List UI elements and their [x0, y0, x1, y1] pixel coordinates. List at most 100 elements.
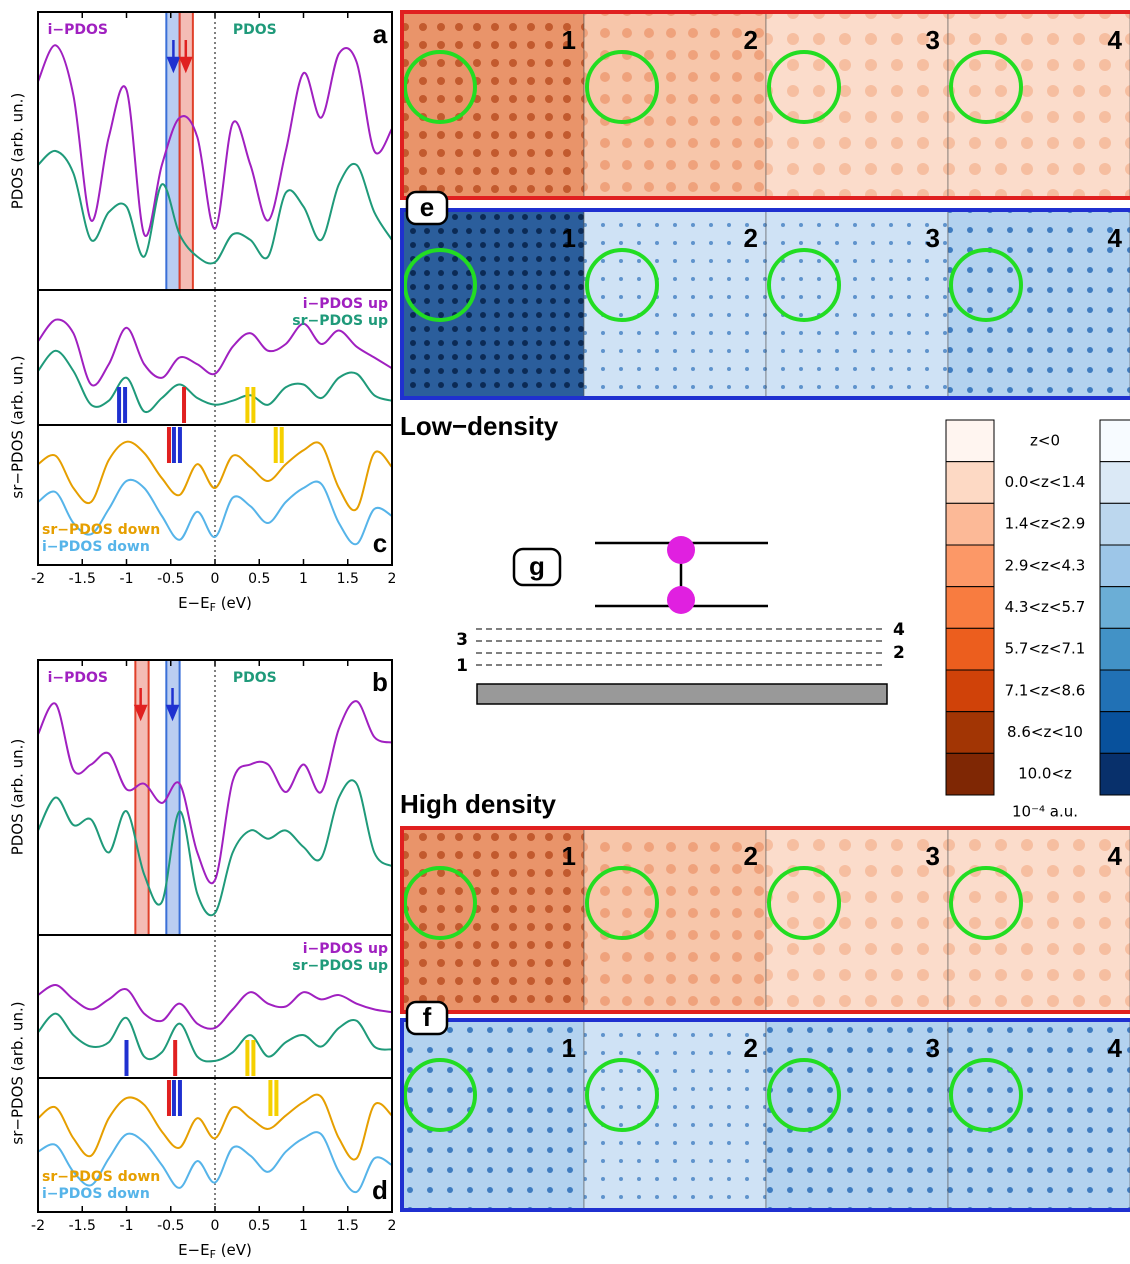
x-tick-label: -1.5: [69, 571, 96, 587]
x-tick-label: -0.5: [157, 1218, 184, 1234]
x-axis-label-part: F: [210, 1248, 216, 1261]
state-marker: [171, 1080, 176, 1116]
panel-number: 2: [744, 841, 758, 871]
label-box: [512, 547, 562, 587]
panel-number: 1: [562, 223, 576, 253]
colorbar-cell: [945, 752, 995, 796]
x-axis-label-part: E−E: [178, 594, 210, 612]
high-density-title: High density: [400, 789, 557, 819]
pdos-line: [37, 700, 393, 884]
colorbar-cell: [1099, 502, 1130, 546]
x-tick-label: -1: [120, 1218, 134, 1234]
colorbar-cell: [1099, 711, 1130, 754]
legend-label: sr−PDOS up: [292, 958, 388, 974]
pdos-line: [37, 984, 393, 1030]
substrate: [476, 683, 888, 705]
arrow: [178, 40, 193, 74]
legend-label: i−PDOS down: [42, 1186, 150, 1202]
map-panel: [583, 11, 767, 199]
state-marker: [166, 427, 171, 463]
legend-label: i−PDOS down: [42, 539, 150, 555]
map-panel: [583, 1019, 767, 1211]
pdos-line: [37, 1012, 393, 1063]
pdos-line: [37, 44, 393, 238]
colorbar-cell: [1099, 461, 1130, 504]
map-panel: [947, 1019, 1130, 1211]
colorbar-cell: [1099, 544, 1130, 588]
map-panel: [765, 827, 949, 1013]
highlight-circle: [403, 866, 477, 940]
state-marker: [177, 1080, 182, 1116]
highlight-circle: [585, 50, 659, 124]
colorbar-cell: [945, 669, 995, 713]
label-box: [405, 1000, 449, 1036]
colorbar-cell: [945, 544, 995, 588]
legend-label: sr−PDOS down: [42, 522, 160, 538]
panel-number: 4: [1108, 223, 1123, 253]
colorbar-label: 2.9<z<4.3: [1005, 556, 1086, 574]
colorbar-cell: [1099, 752, 1130, 796]
highlight-circle: [767, 248, 841, 322]
y-axis-label: PDOS (arb. un.): [9, 93, 27, 210]
arrow: [166, 40, 181, 74]
pdos-line: [37, 1131, 393, 1194]
level-label: 2: [893, 643, 905, 663]
state-marker: [171, 427, 176, 463]
colorbar-cell: [945, 461, 995, 504]
pdos-line: [37, 478, 393, 546]
colorbar-cell: [1099, 669, 1130, 713]
state-marker: [124, 1040, 129, 1076]
highlight-circle: [403, 248, 477, 322]
panel-label: b: [372, 667, 388, 697]
pdos-line: [37, 318, 393, 387]
legend-label: i−PDOS up: [303, 296, 388, 312]
map-panel: [947, 11, 1130, 199]
legend-label: PDOS: [233, 670, 277, 686]
colorbar-label: 8.6<z<10: [1007, 723, 1083, 741]
panel-label: c: [373, 528, 387, 558]
map-panel: [765, 209, 949, 399]
state-marker: [251, 387, 256, 423]
x-axis-label-part: (eV): [216, 594, 252, 612]
panel-number: 4: [1108, 1033, 1123, 1063]
map-border: [400, 10, 1130, 200]
legend-label: i−PDOS up: [303, 941, 388, 957]
panel-label: f: [423, 1002, 432, 1032]
pdos-line: [37, 1093, 393, 1161]
panel-number: 3: [926, 841, 940, 871]
state-marker: [274, 1080, 279, 1116]
map-panel: [583, 209, 767, 399]
pdos-line: [37, 149, 393, 265]
highlight-circle: [403, 50, 477, 124]
panel-number: 1: [562, 25, 576, 55]
x-tick-label: 0: [211, 1218, 220, 1234]
legend-label: sr−PDOS up: [292, 313, 388, 329]
colorbar-label: 7.1<z<8.6: [1005, 681, 1086, 699]
x-axis-label: E−EF (eV): [178, 1241, 252, 1262]
pdos-line: [37, 779, 393, 917]
map-panel: [765, 11, 949, 199]
panel-label: g: [529, 551, 545, 581]
map-panel: [401, 1019, 585, 1211]
colorbar-label: 5.7<z<7.1: [1005, 640, 1086, 658]
colorbar-cell: [1099, 586, 1130, 629]
panel-number: 3: [926, 223, 940, 253]
x-tick-label: 2: [388, 1218, 397, 1234]
state-marker: [245, 1040, 250, 1076]
panel-label: d: [372, 1175, 388, 1205]
legend-label: sr−PDOS down: [42, 1169, 160, 1185]
x-tick-label: 0.5: [248, 571, 270, 587]
map-border: [400, 826, 1130, 1014]
panel-label: e: [420, 192, 434, 222]
map-panel: [401, 827, 585, 1013]
panel-number: 1: [562, 841, 576, 871]
x-axis-label-part: E−E: [178, 1241, 210, 1259]
highlight-circle: [949, 248, 1023, 322]
panel-number: 3: [926, 1033, 940, 1063]
legend-label: i−PDOS: [48, 670, 108, 686]
state-marker: [245, 387, 250, 423]
state-marker: [279, 427, 284, 463]
colorbar-cell: [945, 711, 995, 754]
highlight-circle: [949, 1058, 1023, 1132]
